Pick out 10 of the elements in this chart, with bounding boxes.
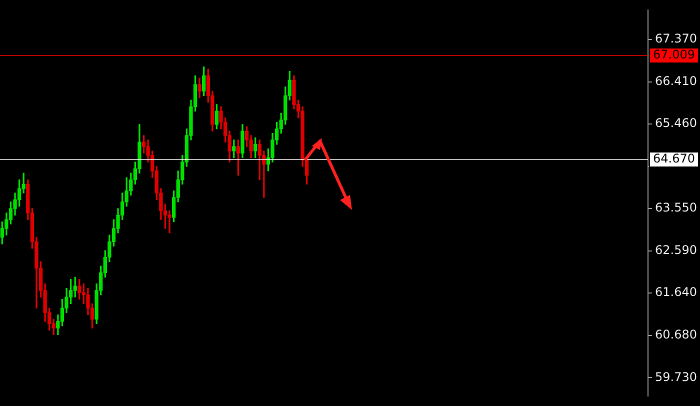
y-tick-label: 61.640 [655, 285, 697, 300]
ref-line-label: 67.009 [653, 48, 695, 62]
y-tick-label: 67.370 [655, 32, 697, 46]
y-tick-label: 66.410 [655, 74, 697, 88]
y-tick-label: 65.460 [655, 116, 697, 130]
y-tick-label: 59.730 [655, 370, 697, 384]
ref-line-label: 64.670 [653, 152, 695, 166]
y-tick-label: 62.590 [655, 243, 697, 258]
y-tick-label: 63.550 [655, 200, 697, 215]
y-tick-label: 60.680 [655, 328, 697, 342]
